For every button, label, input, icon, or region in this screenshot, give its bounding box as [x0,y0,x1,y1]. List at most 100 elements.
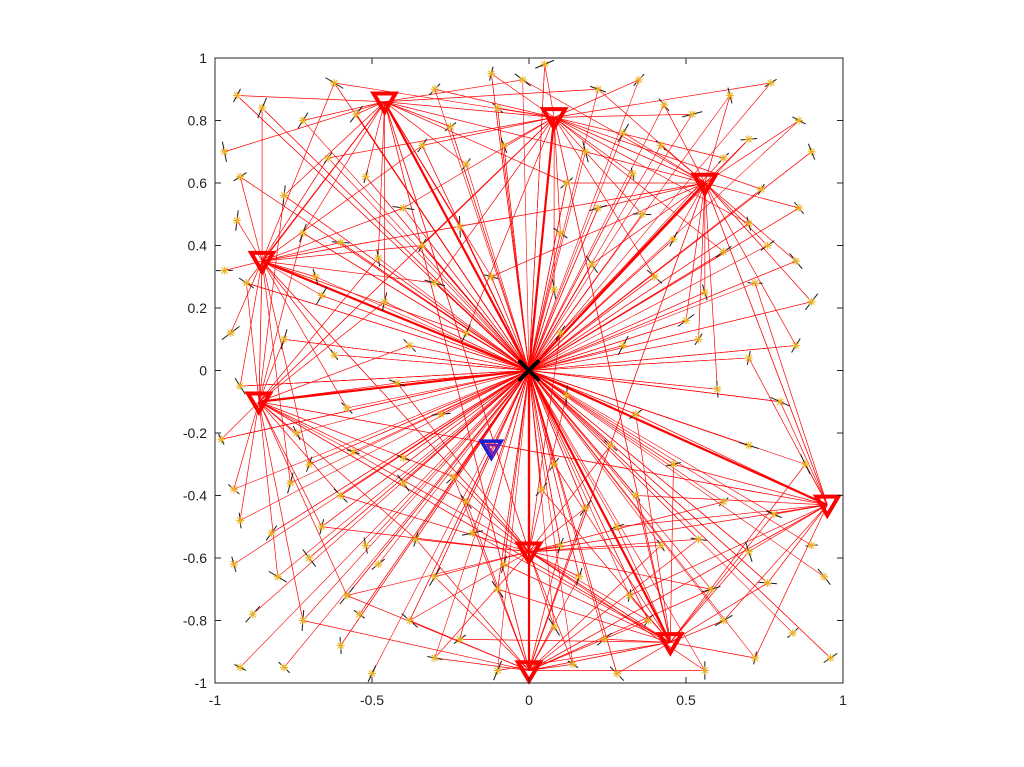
link-line [258,401,348,596]
scatter-point [499,560,508,569]
scatter-point [305,460,314,469]
link-line [365,101,385,177]
link-line [239,370,530,521]
link-line [670,551,750,643]
y-tick-label: -0.6 [183,550,207,566]
link-line [434,657,530,671]
scatter-point [273,572,282,581]
scatter-point [468,529,477,537]
scatter-point [437,410,446,419]
link-line [553,117,724,253]
link-line [258,117,555,403]
link-line [503,370,530,565]
link-line [629,504,828,596]
scatter-point [462,160,471,169]
link-line [221,401,260,440]
link-line [591,182,706,265]
link-line [346,370,530,409]
scatter-point [788,629,797,637]
scatter-point [600,635,609,644]
link-line [528,370,580,577]
link-line [258,195,285,402]
link-line [415,370,530,540]
link-line [239,176,263,262]
link-line [383,101,530,372]
link-line [528,551,580,578]
link-line [663,104,706,184]
link-line [528,620,649,671]
node-marker [812,494,842,520]
link-line [258,339,285,402]
link-line [704,182,828,506]
link-line [258,401,341,496]
link-line [528,445,611,552]
scatter-point [628,169,637,178]
axes-ticks: -1 -0.5 0 0.5 1 1 0.8 0.6 0.4 0.2 0 -0.2 -0.4 -0.6 -0.… [183,50,847,708]
link-line [528,370,574,665]
scatter-point [763,579,772,587]
scatter-point [455,635,464,644]
link-line [384,88,599,103]
link-line [246,282,530,371]
link-line [528,370,630,596]
link-line [528,292,705,371]
link-line [384,101,567,184]
link-line [491,73,530,371]
link-line [397,370,530,384]
scatter-point [220,266,229,275]
link-line [528,370,561,546]
link-line [384,101,492,277]
link-line [384,101,555,118]
scatter-point [757,185,766,194]
scatter-point [619,341,628,350]
scatter-point [700,288,709,297]
link-line [528,151,812,371]
y-tick-label: 0 [199,363,207,379]
scatter-point [405,616,414,625]
link-line [528,545,561,671]
link-line [704,95,731,184]
scatter-point [700,666,709,675]
link-line [466,332,530,371]
scatter-point [725,91,734,100]
link-line [670,514,775,643]
scatter-point [619,129,628,137]
scatter-point [801,460,810,469]
scatter-point [229,560,238,569]
link-line [258,401,467,503]
link-line [262,260,316,278]
link-line [261,107,530,371]
link-line [434,370,530,577]
link-line [528,641,671,671]
link-line [528,132,624,371]
link-line [528,369,672,643]
scatter-point [232,216,241,225]
link-line [346,370,530,596]
scatter-point [399,204,408,212]
link-line [334,354,530,371]
scatter-point [493,666,502,675]
scatter-point [575,572,584,581]
link-line [528,370,662,546]
link-line [528,370,831,659]
scatter-point [487,272,496,281]
link-line [409,345,530,371]
link-line [528,345,796,371]
link-line [528,369,828,506]
link-line [239,370,530,668]
link-line [553,117,749,224]
link-line [309,370,530,559]
link-line [233,401,260,490]
link-line [434,576,530,671]
scatter-point [355,610,364,619]
scatter-point [769,510,778,519]
link-line [233,370,530,490]
link-line [754,504,828,659]
link-line [327,157,530,371]
scatter-point [751,279,760,287]
link-line [528,320,687,371]
link-line [321,370,530,527]
scatter-point [518,75,527,84]
link-line [522,79,530,371]
link-line [262,260,435,284]
